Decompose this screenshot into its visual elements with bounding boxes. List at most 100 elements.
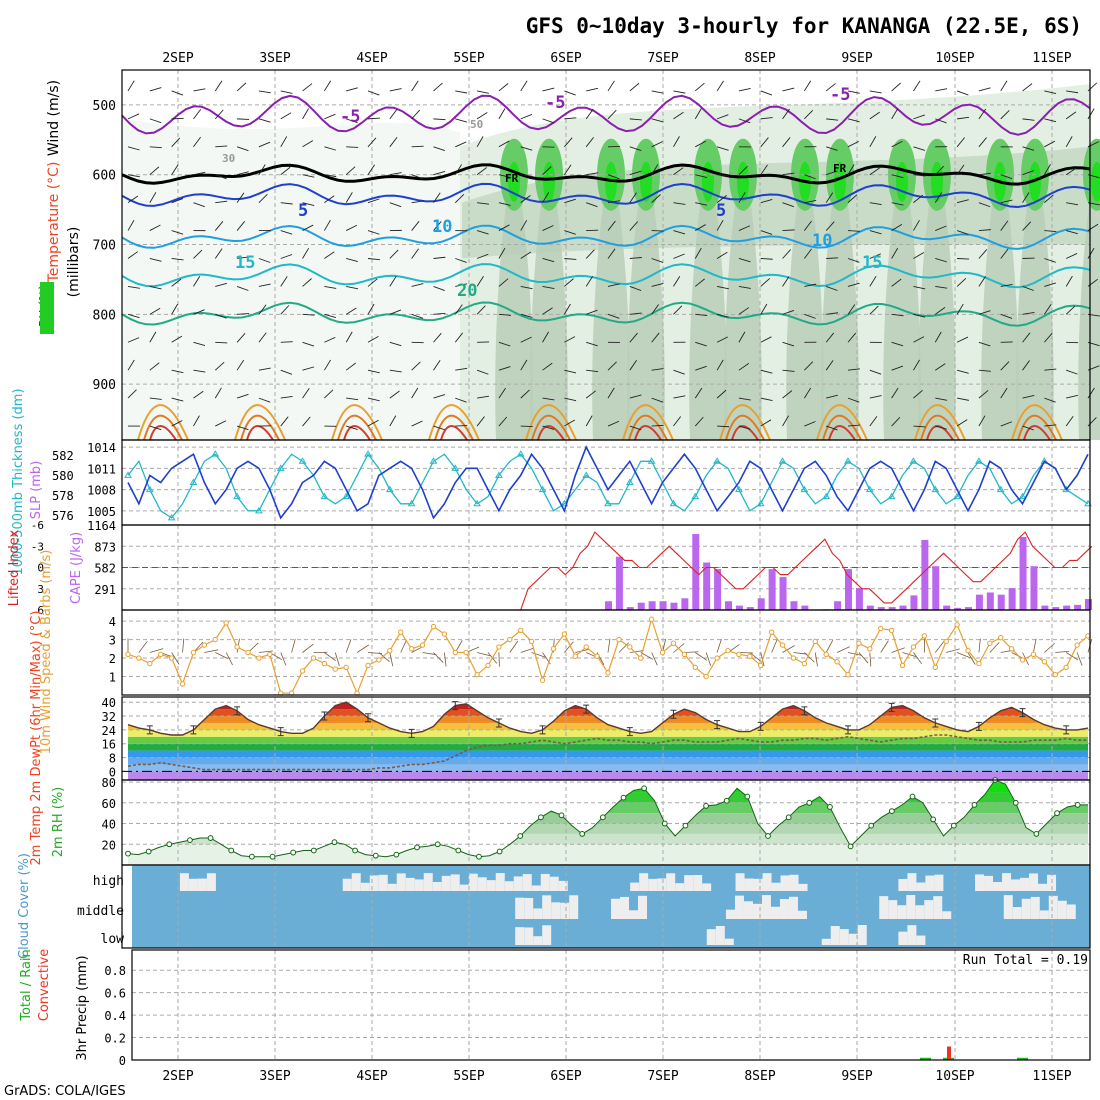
wind10-barb <box>422 652 437 656</box>
li-tick-label: -3 <box>31 540 44 553</box>
ylabel-cape: CAPE (J/kg) <box>69 532 84 604</box>
cloud-clear-cell <box>459 884 469 891</box>
wind-barb <box>825 192 834 203</box>
wind-barb <box>1000 110 1010 120</box>
wind-barb <box>498 140 510 148</box>
wind-barb <box>302 224 314 231</box>
wind10-barb <box>378 652 390 662</box>
wind-barb <box>869 395 882 399</box>
wind-barb <box>869 111 880 120</box>
rh2m-point <box>1033 831 1040 837</box>
cloud-clear-cell <box>414 879 424 891</box>
wind-barb <box>564 397 577 402</box>
wind10-point <box>463 649 469 656</box>
wind-barb <box>455 141 467 148</box>
cloud-clear-cell <box>743 901 753 919</box>
wind-barb <box>171 117 184 120</box>
wind-barb <box>956 230 969 235</box>
bottom-day-label: 6SEP <box>550 1069 581 1084</box>
rh2m-point <box>1054 810 1060 817</box>
wind-barb <box>891 108 899 120</box>
wind-barb <box>258 164 266 175</box>
wind-barb <box>127 80 135 92</box>
surface-temp-contour <box>537 425 565 441</box>
cape-bar <box>757 598 765 610</box>
rh-legend-swatch <box>40 282 54 334</box>
wind10-point <box>823 651 829 658</box>
cape-bar <box>845 569 852 610</box>
wind-barb <box>215 341 228 344</box>
wind-barb <box>237 313 250 315</box>
temp-minmax-bar <box>975 721 982 731</box>
wind10-point <box>648 616 655 622</box>
rh2m-point <box>847 843 854 850</box>
wind-barb <box>629 82 640 92</box>
wind-barb <box>869 202 882 206</box>
wind-barb <box>716 80 724 92</box>
wind-barb <box>280 395 293 399</box>
surface-temp-contour <box>828 425 856 441</box>
cloud-clear-cell <box>753 878 763 891</box>
wind-barb <box>280 416 289 427</box>
wind-barb <box>520 313 533 318</box>
rh2m-point <box>950 822 957 829</box>
wind-barb <box>237 256 250 259</box>
wind-barb <box>935 118 947 124</box>
cape-bar <box>866 605 874 610</box>
wind-barb <box>367 369 380 374</box>
wind-barb <box>127 313 140 319</box>
ylabel-thickness: 1000-500mb Thickness (dm) <box>11 388 26 575</box>
wind-barb <box>411 80 419 92</box>
ylabel-precip: 3hr Precip (mm) <box>75 955 90 1060</box>
wind-barb <box>782 108 790 120</box>
thickness-point <box>276 464 285 471</box>
wind-barb <box>214 80 223 92</box>
cloud-clear-cell <box>542 925 552 945</box>
wind-barb <box>433 425 445 431</box>
cloud-clear-cell <box>779 899 789 919</box>
wind-barb <box>847 332 857 343</box>
wind10-point <box>485 662 491 669</box>
cape-bar <box>605 601 612 610</box>
wind-barb <box>935 225 947 231</box>
wind-barb <box>563 164 572 175</box>
wind-barb <box>651 194 661 203</box>
wind-barb <box>1000 361 1010 371</box>
wind-barb <box>454 164 462 175</box>
wind10-barb <box>705 652 712 666</box>
wind-barb <box>433 394 446 399</box>
thickness-point <box>800 485 809 493</box>
wind10-barb <box>215 652 229 659</box>
wind10-barb <box>182 638 185 653</box>
temp-minmax-bar <box>583 704 590 714</box>
rh-core <box>931 161 943 202</box>
wind-barb <box>695 202 708 206</box>
wind-barb <box>498 416 508 427</box>
wind10-barb <box>978 638 981 653</box>
surface-temp-contour <box>440 425 468 441</box>
wind-barb <box>913 425 926 428</box>
wind-barb <box>651 118 664 123</box>
thickness-point <box>516 450 525 457</box>
cloud-clear-cell <box>542 895 552 919</box>
wind10-point <box>179 681 186 687</box>
wind-barb <box>782 229 795 232</box>
ylabel-total-rain: Total / Rain <box>19 949 34 1022</box>
wind-barb <box>280 90 293 94</box>
wind10-point <box>408 646 415 652</box>
cape-bar <box>1074 604 1082 610</box>
rh-tick-label: 80 <box>102 776 116 790</box>
thickness-point <box>1018 492 1027 500</box>
wind-barb <box>651 164 659 175</box>
wind-barb <box>1022 146 1035 151</box>
wind-barb <box>651 304 659 315</box>
wind10-barb <box>934 641 945 653</box>
wind-barb <box>673 136 680 148</box>
wind-barb <box>454 332 464 343</box>
wind-barb <box>564 117 577 120</box>
wind10-barb <box>629 650 644 653</box>
temp-minmax-bar <box>1063 725 1070 735</box>
wind10-point <box>736 651 742 658</box>
ylabel-convective: Convective <box>37 949 52 1022</box>
wind-barb <box>913 285 926 290</box>
